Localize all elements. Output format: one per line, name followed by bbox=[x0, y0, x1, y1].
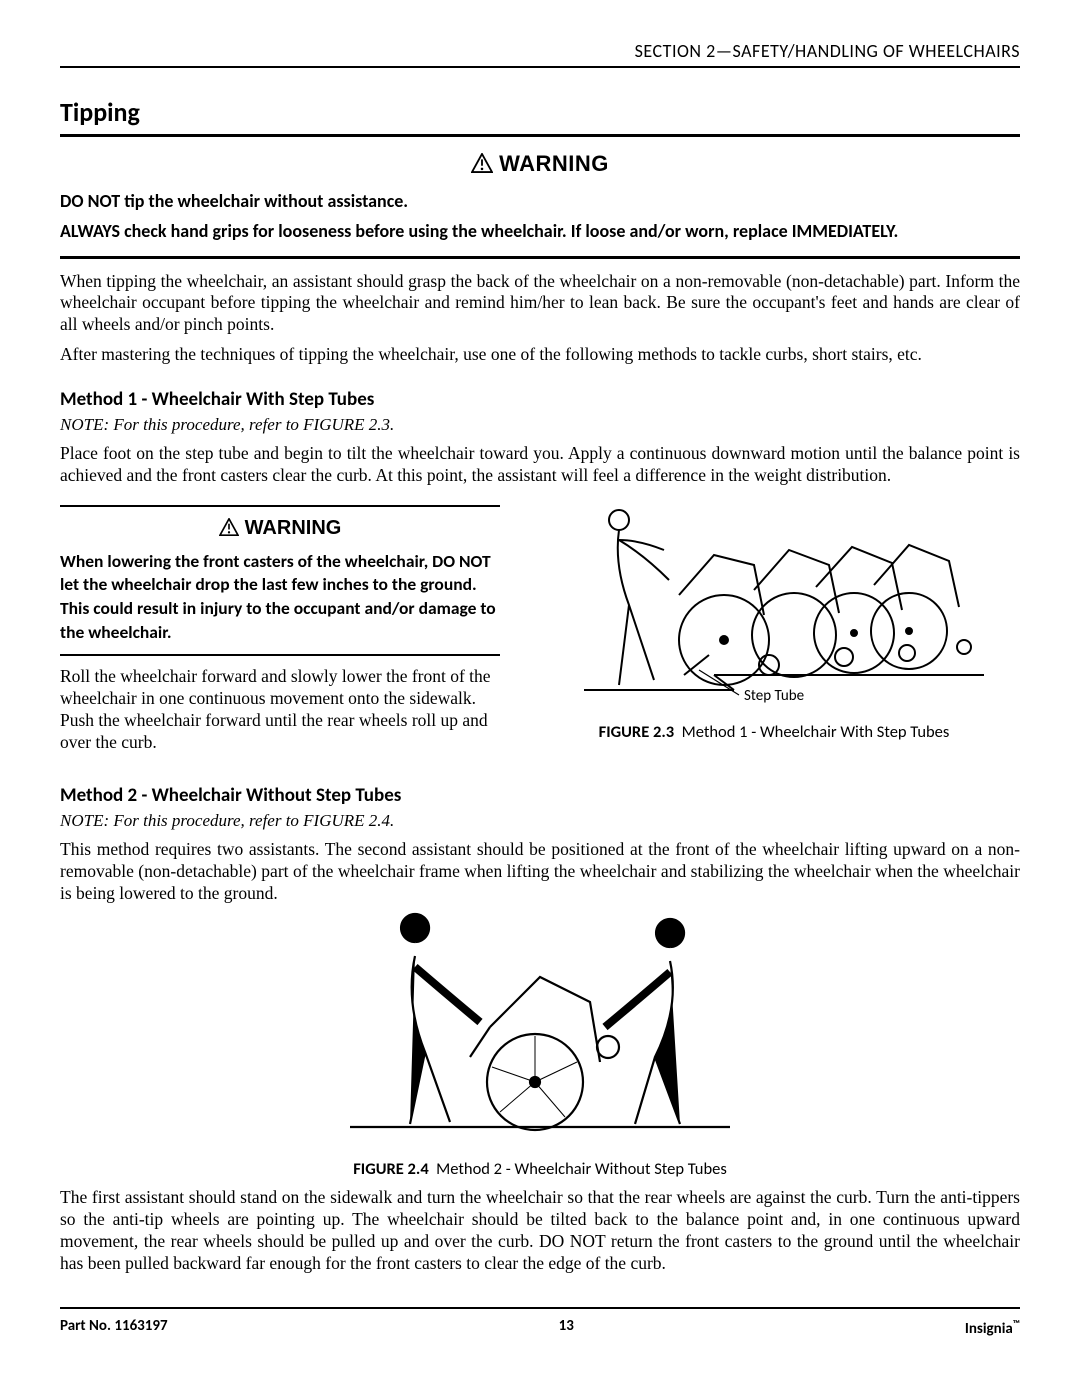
intro-p1: When tipping the wheelchair, an assistan… bbox=[60, 271, 1020, 337]
warning-triangle-icon bbox=[471, 153, 493, 179]
method1-note: NOTE: For this procedure, refer to FIGUR… bbox=[60, 415, 1020, 435]
method1-figure-column: Step Tube FIGURE 2.3 Method 1 - Wheelcha… bbox=[528, 495, 1020, 742]
method2-heading: Method 2 - Wheelchair Without Step Tubes bbox=[60, 784, 1020, 807]
warning-label-text: WARNING bbox=[245, 517, 342, 539]
figure-2-3-text: Method 1 - Wheelchair With Step Tubes bbox=[682, 722, 950, 742]
method1-p2: Roll the wheelchair forward and slowly l… bbox=[60, 666, 500, 754]
figure-2-4-illustration bbox=[340, 912, 740, 1142]
warning-line-1: DO NOT tip the wheelchair without assist… bbox=[60, 189, 1020, 213]
figure-2-3-illustration: Step Tube bbox=[528, 495, 1020, 710]
footer-brand: Insignia™ bbox=[965, 1317, 1020, 1338]
divider bbox=[60, 505, 500, 507]
method1-left-column: WARNING When lowering the front casters … bbox=[60, 495, 500, 762]
divider bbox=[60, 654, 500, 656]
method1-heading: Method 1 - Wheelchair With Step Tubes bbox=[60, 388, 1020, 411]
figure-2-4-text: Method 2 - Wheelchair Without Step Tubes bbox=[436, 1159, 727, 1179]
method2-note: NOTE: For this procedure, refer to FIGUR… bbox=[60, 811, 1020, 831]
page-footer: Part No. 1163197 13 Insignia™ bbox=[60, 1307, 1020, 1338]
method1-warning-text: When lowering the front casters of the w… bbox=[60, 550, 500, 645]
footer-page-no: 13 bbox=[559, 1317, 574, 1338]
warning-label-text: WARNING bbox=[499, 151, 609, 176]
page-title: Tipping bbox=[60, 96, 1020, 137]
method2-p2: The first assistant should stand on the … bbox=[60, 1187, 1020, 1275]
figure-2-3-caption: FIGURE 2.3 Method 1 - Wheelchair With St… bbox=[528, 722, 1020, 742]
step-tube-label: Step Tube bbox=[744, 687, 804, 705]
method2-p1: This method requires two assistants. The… bbox=[60, 839, 1020, 905]
section-header: SECTION 2—SAFETY/HANDLING OF WHEELCHAIRS bbox=[60, 40, 1020, 68]
warning-line-2: ALWAYS check hand grips for looseness be… bbox=[60, 219, 1020, 243]
warning-triangle-icon bbox=[219, 518, 239, 542]
warning-heading: WARNING bbox=[60, 151, 1020, 179]
footer-part-no: Part No. 1163197 bbox=[60, 1317, 168, 1338]
intro-p2: After mastering the techniques of tippin… bbox=[60, 344, 1020, 366]
figure-2-4-num: FIGURE 2.4 bbox=[353, 1159, 428, 1179]
divider bbox=[60, 256, 1020, 259]
figure-2-4-container: FIGURE 2.4 Method 2 - Wheelchair Without… bbox=[60, 912, 1020, 1179]
figure-2-4-caption: FIGURE 2.4 Method 2 - Wheelchair Without… bbox=[60, 1159, 1020, 1179]
method1-p1: Place foot on the step tube and begin to… bbox=[60, 443, 1020, 487]
warning-heading-2: WARNING bbox=[60, 517, 500, 542]
figure-2-3-num: FIGURE 2.3 bbox=[599, 722, 674, 742]
